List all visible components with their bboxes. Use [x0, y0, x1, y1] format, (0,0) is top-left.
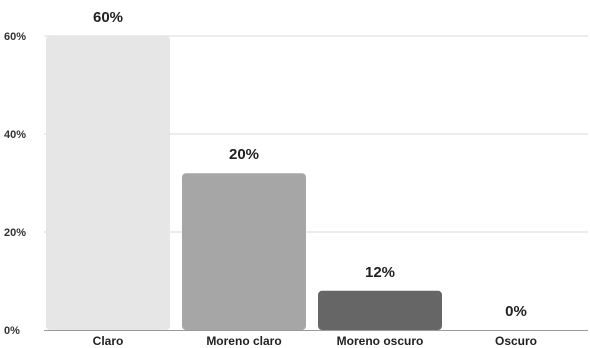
- bar-3: [318, 290, 442, 330]
- x-axis-categories: Claro Moreno claro Moreno oscuro Oscuro: [93, 334, 537, 348]
- data-label: 0%: [505, 303, 527, 320]
- data-labels: 60% 20% 12% 0%: [93, 9, 527, 320]
- category-label: Oscuro: [495, 334, 537, 348]
- data-label: 20%: [229, 146, 259, 163]
- category-label: Moreno claro: [206, 334, 281, 348]
- y-tick-label: 0%: [4, 325, 20, 337]
- data-label: 60%: [93, 9, 123, 26]
- data-label: 12%: [365, 264, 395, 281]
- category-label: Claro: [93, 334, 124, 348]
- y-axis-ticks: 0% 20% 40% 60%: [4, 31, 26, 337]
- y-tick-label: 20%: [4, 227, 26, 239]
- y-tick-label: 40%: [4, 129, 26, 141]
- y-tick-label: 60%: [4, 31, 26, 43]
- bar-2: [182, 173, 306, 330]
- bar-1: [46, 36, 170, 330]
- category-label: Moreno oscuro: [337, 334, 424, 348]
- bars: [46, 36, 442, 330]
